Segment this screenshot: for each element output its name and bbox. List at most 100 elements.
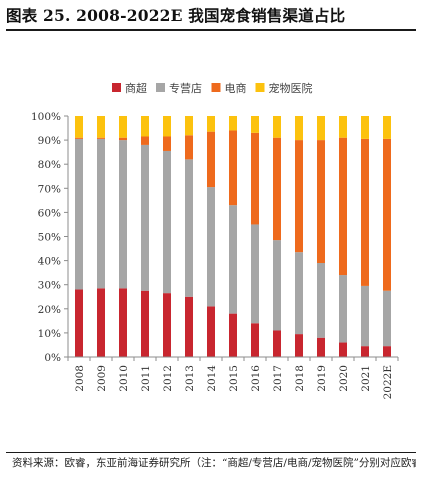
bar-2014-series-3 xyxy=(207,116,215,132)
bar-2010-series-1 xyxy=(119,140,127,289)
x-tick-label-2022E: 2022E xyxy=(382,365,394,399)
y-tick-label-3: 30% xyxy=(38,280,61,292)
bar-2022E-series-3 xyxy=(383,116,391,139)
legend-swatch-2 xyxy=(211,83,221,92)
x-tick-label-2020: 2020 xyxy=(338,365,350,392)
bar-2009-series-0 xyxy=(97,288,105,357)
bar-2021-series-1 xyxy=(361,285,369,347)
legend-label-1: 专营店 xyxy=(169,81,202,95)
bar-2014-series-1 xyxy=(207,187,215,307)
bar-group-2010 xyxy=(119,116,127,357)
bar-2009-series-3 xyxy=(97,116,105,138)
x-tick-label-2011: 2011 xyxy=(140,365,152,392)
y-tick-label-9: 90% xyxy=(38,135,61,147)
bar-group-2015 xyxy=(229,116,237,357)
x-tick-label-2016: 2016 xyxy=(250,365,262,392)
bar-group-2016 xyxy=(251,116,259,357)
bar-2022E-series-0 xyxy=(383,346,391,357)
bar-2019-series-1 xyxy=(317,263,325,338)
bar-2017-series-2 xyxy=(273,137,281,241)
bar-2017-series-0 xyxy=(273,330,281,357)
bar-2020-series-0 xyxy=(339,342,347,357)
bar-2013-series-3 xyxy=(185,116,193,136)
bar-2016-series-3 xyxy=(251,116,259,133)
y-tick-label-7: 70% xyxy=(38,183,61,195)
bar-group-2022E xyxy=(383,116,391,357)
x-tick-label-2013: 2013 xyxy=(184,365,196,392)
bar-2011-series-0 xyxy=(141,290,149,357)
bar-2018-series-3 xyxy=(295,116,303,141)
bar-2022E-series-2 xyxy=(383,138,391,291)
bar-2016-series-0 xyxy=(251,323,259,357)
bar-2008-series-2 xyxy=(75,137,83,139)
y-tick-label-5: 50% xyxy=(38,232,61,244)
bar-2017-series-1 xyxy=(273,240,281,331)
bar-2018-series-2 xyxy=(295,140,303,253)
bar-group-2011 xyxy=(141,116,149,357)
bar-2008-series-1 xyxy=(75,138,83,290)
bar-group-2017 xyxy=(273,116,281,357)
source-note: 资料来源：欧睿，东亚前海证券研究所（注：“商超/专营店/电商/宠物医院”分别对应… xyxy=(12,457,416,469)
bar-2017-series-3 xyxy=(273,116,281,138)
x-tick-label-2021: 2021 xyxy=(360,365,372,392)
bar-2009-series-1 xyxy=(97,138,105,289)
x-tick-label-2014: 2014 xyxy=(206,365,218,392)
bar-2010-series-2 xyxy=(119,137,127,141)
bar-2021-series-0 xyxy=(361,346,369,357)
bar-2022E-series-1 xyxy=(383,290,391,347)
x-tick-label-2018: 2018 xyxy=(294,365,306,392)
y-tick-label-1: 10% xyxy=(38,328,61,340)
bar-group-2020 xyxy=(339,116,347,357)
x-tick-label-2015: 2015 xyxy=(228,365,240,392)
bar-group-2019 xyxy=(317,116,325,357)
bar-2008-series-0 xyxy=(75,289,83,357)
bar-2012-series-2 xyxy=(163,136,171,151)
x-tick-label-2012: 2012 xyxy=(162,365,174,392)
stacked-bar-chart: 商超 专营店 电商 宠物医院 0% 10% 20% 30% 40% 50% 60% 70% 80% 90… xyxy=(0,30,422,450)
bar-2011-series-1 xyxy=(141,144,149,291)
bar-group-2012 xyxy=(163,116,171,357)
bar-2021-series-3 xyxy=(361,116,369,139)
y-tick-label-2: 20% xyxy=(38,304,61,316)
bar-2015-series-1 xyxy=(229,205,237,314)
legend: 商超 专营店 电商 宠物医院 xyxy=(112,81,313,95)
bar-2009-series-2 xyxy=(97,137,105,139)
x-tick-label-2019: 2019 xyxy=(316,365,328,392)
legend-swatch-0 xyxy=(112,83,121,92)
bar-2010-series-3 xyxy=(119,116,127,138)
x-tick-label-2017: 2017 xyxy=(272,365,284,392)
bar-2013-series-1 xyxy=(185,159,193,297)
y-tick-label-6: 60% xyxy=(38,207,61,219)
bar-2012-series-3 xyxy=(163,116,171,137)
bar-2011-series-3 xyxy=(141,116,149,137)
bar-2019-series-3 xyxy=(317,116,325,141)
bar-2014-series-0 xyxy=(207,306,215,357)
bar-2012-series-0 xyxy=(163,293,171,357)
y-tick-label-4: 40% xyxy=(38,256,61,268)
title-divider xyxy=(6,29,416,31)
bar-2015-series-2 xyxy=(229,130,237,206)
x-tick-label-2010: 2010 xyxy=(118,365,130,392)
bar-2019-series-2 xyxy=(317,140,325,264)
bar-2008-series-3 xyxy=(75,116,83,138)
bar-group-2021 xyxy=(361,116,369,357)
y-tick-label-8: 80% xyxy=(38,159,61,171)
bar-2018-series-1 xyxy=(295,252,303,335)
bar-group-2018 xyxy=(295,116,303,357)
y-axis: 0% 10% 20% 30% 40% 50% 60% 70% 80% 90% 100% xyxy=(31,111,69,364)
legend-label-0: 商超 xyxy=(125,81,147,95)
chart-title: 图表 25. 2008-2022E 我国宠食销售渠道占比 xyxy=(6,6,346,25)
bar-2011-series-2 xyxy=(141,136,149,145)
x-tick-label-2008: 2008 xyxy=(74,365,86,392)
bar-2016-series-2 xyxy=(251,132,259,225)
legend-swatch-1 xyxy=(156,83,165,92)
y-tick-label-0: 0% xyxy=(44,352,61,364)
bar-group-2013 xyxy=(185,116,193,357)
x-axis: 2008 2009 2010 2011 2012 2013 2014 2015 2016 2017… xyxy=(67,356,399,399)
bar-2016-series-1 xyxy=(251,224,259,324)
bar-group-2009 xyxy=(97,116,105,357)
chart-svg: 商超 专营店 电商 宠物医院 0% 10% 20% 30% 40% 50% 60% 70% 80% 90… xyxy=(31,81,399,399)
bars xyxy=(75,116,391,357)
legend-label-2: 电商 xyxy=(225,81,247,95)
x-tick-label-2009: 2009 xyxy=(96,365,108,392)
